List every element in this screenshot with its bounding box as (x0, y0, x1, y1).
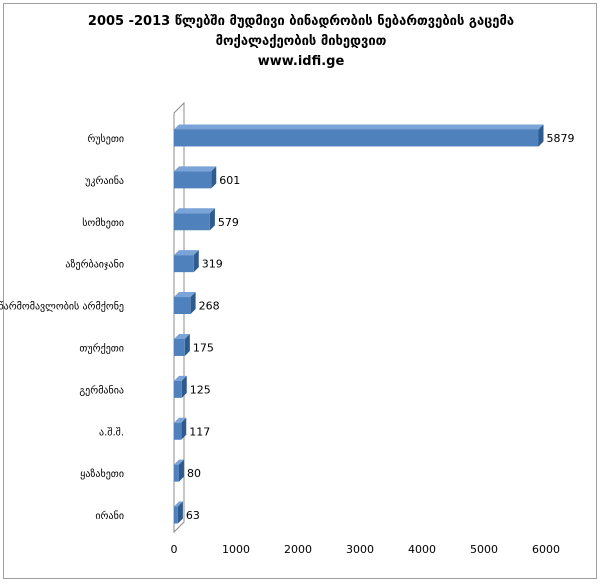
bar-side-7 (181, 417, 187, 440)
bar-value-label-1: 601 (219, 174, 240, 187)
chart-title-line-2: მოქალაქეობის მიხედვით (215, 34, 387, 49)
bar-4 (174, 297, 191, 315)
bar-9 (174, 506, 178, 524)
chart-title-line-3: www.idfi.ge (257, 54, 345, 69)
bar-value-label-0: 5879 (546, 132, 574, 145)
bar-side-1 (211, 166, 217, 189)
x-tick-label-1: 1000 (222, 543, 250, 556)
bar-top-2 (174, 208, 215, 214)
bar-6 (174, 380, 182, 398)
bar-side-3 (193, 250, 199, 273)
bar-side-2 (209, 208, 215, 231)
bar-top-0 (174, 124, 544, 130)
bar-5 (174, 338, 185, 356)
category-label-9: ირანი (95, 510, 124, 522)
bar-side-0 (538, 124, 544, 147)
category-label-0: რუსეთი (87, 133, 124, 145)
bar-value-label-7: 117 (189, 425, 210, 438)
bar-value-label-6: 125 (190, 383, 211, 396)
bar-side-8 (178, 459, 184, 482)
bar-3 (174, 255, 194, 273)
bar-side-9 (177, 501, 183, 524)
chart-title: 2005 -2013 წლებში მუდმივი ბინადრობის ნებ… (0, 12, 602, 72)
x-tick-label-4: 4000 (408, 543, 436, 556)
category-label-3: აზერბაიჯანი (65, 259, 124, 271)
bar-2 (174, 213, 210, 231)
category-label-6: გერმანია (79, 384, 124, 396)
bar-top-1 (174, 166, 217, 172)
bar-top-6 (174, 375, 187, 381)
chart-frame (3, 3, 597, 579)
bar-value-label-5: 175 (193, 341, 214, 354)
bar-8 (174, 464, 179, 482)
bar-top-3 (174, 250, 199, 256)
bar-value-label-2: 579 (218, 216, 239, 229)
bar-value-label-8: 80 (187, 467, 201, 480)
category-label-4: წარმომავლობის არმქონე (0, 301, 124, 313)
bar-top-4 (174, 292, 196, 298)
bar-0 (174, 129, 539, 147)
category-label-2: სომხეთი (82, 217, 124, 229)
bar-1 (174, 171, 212, 189)
bar-value-label-9: 63 (186, 509, 200, 522)
category-label-8: ყაზახეთი (80, 468, 124, 480)
bar-value-label-4: 268 (199, 300, 220, 313)
x-tick-label-6: 6000 (532, 543, 560, 556)
category-label-7: ა.შ.შ. (99, 426, 124, 438)
bar-7 (174, 422, 182, 440)
bar-side-4 (190, 292, 196, 315)
bar-top-9 (174, 501, 183, 507)
bar-top-8 (174, 459, 184, 465)
bar-top-7 (174, 417, 187, 423)
x-tick-label-3: 3000 (346, 543, 374, 556)
x-tick-label-5: 5000 (470, 543, 498, 556)
category-label-5: თურქეთი (79, 342, 124, 354)
bar-side-6 (181, 375, 187, 398)
x-tick-label-0: 0 (171, 543, 178, 556)
bar-top-5 (174, 333, 190, 339)
bar-side-5 (184, 333, 190, 356)
chart-title-line-1: 2005 -2013 წლებში მუდმივი ბინადრობის ნებ… (87, 14, 515, 29)
category-label-1: უკრაინა (85, 175, 124, 187)
bar-value-label-3: 319 (202, 258, 223, 271)
x-tick-label-2: 2000 (284, 543, 312, 556)
